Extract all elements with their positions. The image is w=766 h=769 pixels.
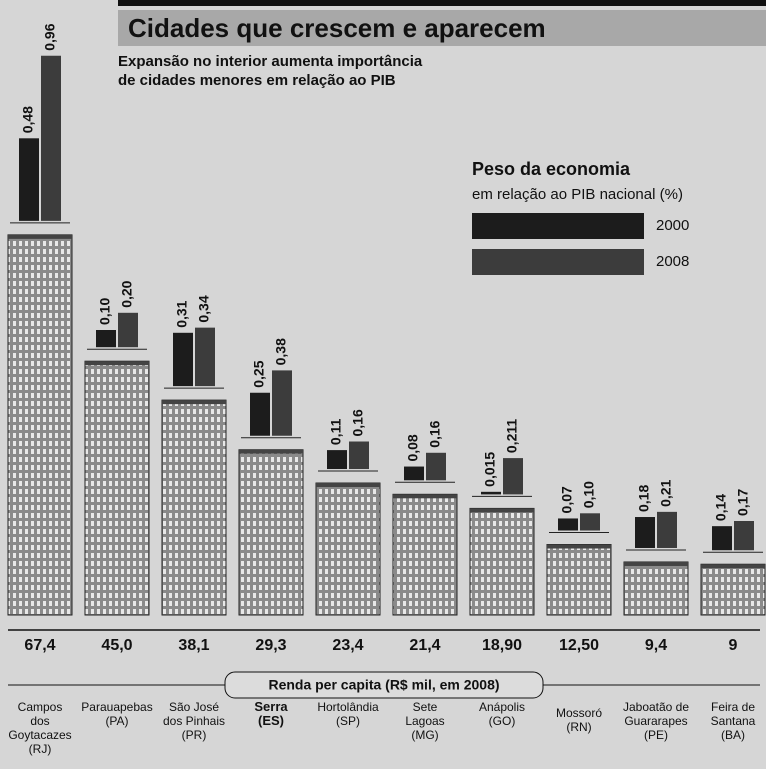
chart-title: Cidades que crescem e aparecem [128,13,546,43]
bar [195,328,215,386]
x-tick-label: Anápolis (GO) [462,700,542,728]
bar [426,453,446,481]
x-tick-label: Parauapebas (PA) [77,700,157,728]
legend-title: Peso da economia [472,159,631,179]
legend-label: 2000 [656,217,689,234]
bar-value-label: 0,16 [350,409,366,436]
renda-value: 21,4 [409,637,440,654]
legend-swatch [472,213,644,239]
bar [481,492,501,495]
building-roof [239,450,303,454]
bar-value-label: 0,08 [405,434,421,461]
bar [580,513,600,530]
x-tick-label: Campos dos Goytacazes (RJ) [0,700,80,756]
building [393,494,457,615]
bar [503,458,523,494]
bar [19,138,39,221]
renda-value: 29,3 [255,637,286,654]
bar [118,313,138,347]
bar-value-label: 0,34 [196,295,212,322]
bar [41,56,61,221]
bar [173,333,193,386]
bar-value-label: 0,48 [20,106,36,133]
building-roof [8,235,72,239]
building [85,361,149,615]
bar [327,450,347,469]
renda-value: 9,4 [645,637,667,654]
building-roof [316,483,380,487]
bar [635,517,655,548]
building [239,450,303,615]
bar [657,512,677,548]
bar-value-label: 0,14 [713,494,729,521]
bar [250,393,270,436]
bar-value-label: 0,38 [273,338,289,365]
building-roof [393,494,457,498]
renda-value: 38,1 [178,637,209,654]
building-roof [470,508,534,512]
building-roof [162,400,226,404]
bar-value-label: 0,18 [636,485,652,512]
x-tick-label: Feira de Santana (BA) [693,700,766,742]
renda-value: 23,4 [332,637,363,654]
bar-value-label: 0,25 [251,360,267,387]
x-tick-label: Jaboatão de Guararapes (PE) [616,700,696,742]
renda-value: 18,90 [482,637,522,654]
legend-subtitle: em relação ao PIB nacional (%) [472,186,683,203]
bar-value-label: 0,20 [119,280,135,307]
x-tick-label: Serra (ES) [231,700,311,728]
bar-value-label: 0,211 [504,419,520,453]
chart: Cidades que crescem e aparecem Peso da e… [0,0,766,769]
building-roof [85,361,149,365]
bar-value-label: 0,17 [735,489,751,516]
renda-value: 12,50 [559,637,599,654]
bar [734,521,754,550]
bar-value-label: 0,16 [427,420,443,447]
building [8,235,72,615]
building-roof [701,564,765,568]
legend-swatch [472,249,644,275]
bar [558,518,578,530]
bar [272,370,292,435]
renda-label: Renda per capita (R$ mil, em 2008) [268,677,499,693]
bar-value-label: 0,10 [581,481,597,508]
renda-value: 67,4 [24,637,55,654]
top-rule [118,0,766,6]
renda-value: 45,0 [101,637,132,654]
bar [96,330,116,347]
renda-value: 9 [729,637,738,654]
chart-subtitle: Expansão no interior aumenta importância… [118,52,422,90]
x-tick-label: Hortolândia (SP) [308,700,388,728]
bar [349,442,369,470]
building [701,564,765,615]
building [624,562,688,615]
bar-value-label: 0,015 [482,452,498,487]
building-roof [547,545,611,549]
bar-value-label: 0,31 [174,300,190,327]
building-roof [624,562,688,566]
x-tick-label: Mossoró (RN) [539,706,619,734]
bar-value-label: 0,11 [328,418,344,445]
building [470,508,534,615]
x-tick-label: Sete Lagoas (MG) [385,700,465,742]
bar-value-label: 0,07 [559,486,575,513]
x-tick-label: São José dos Pinhais (PR) [154,700,234,742]
building [316,483,380,615]
page: Cidades que crescem e aparecem Peso da e… [0,0,766,769]
building [162,400,226,615]
bar-value-label: 0,21 [658,479,674,506]
building [547,545,611,616]
bar [404,467,424,481]
bar [712,526,732,550]
bar-value-label: 0,10 [97,298,113,325]
bar-value-label: 0,96 [42,23,58,50]
legend-label: 2008 [656,253,689,270]
